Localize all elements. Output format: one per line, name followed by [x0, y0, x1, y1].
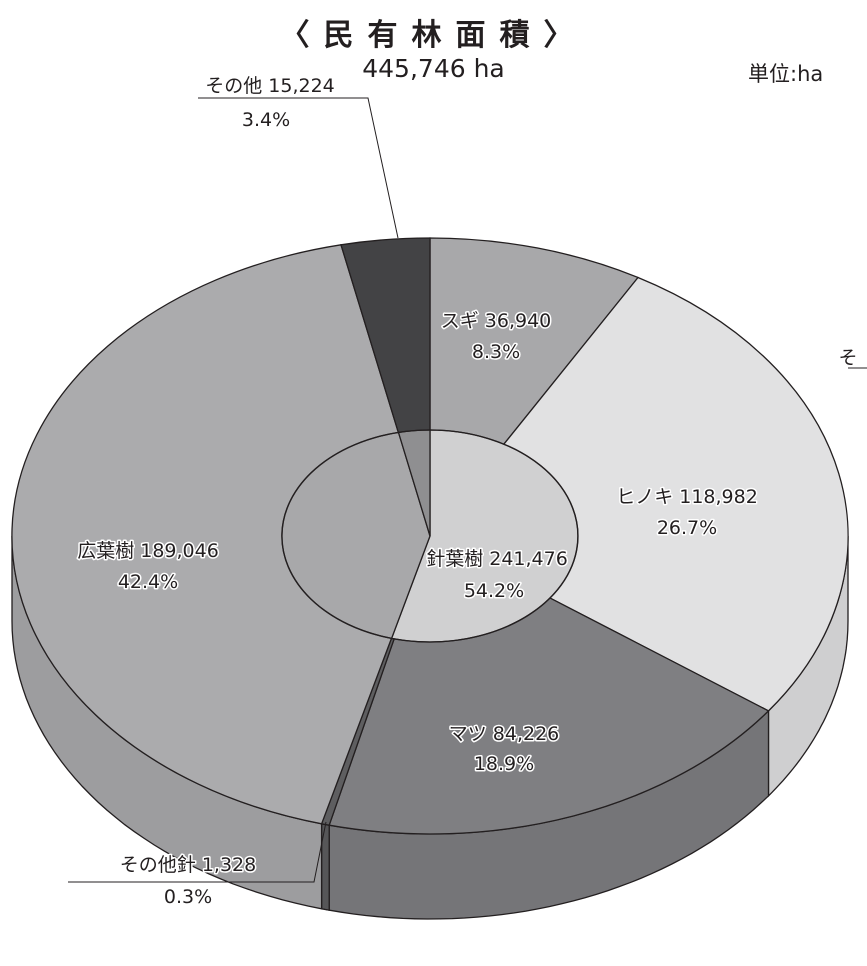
data-label-inner-value: 針葉樹 241,476 — [426, 548, 568, 570]
data-label-1-percent: 8.3% — [472, 341, 520, 363]
chart-title: 〈民有林面積〉 — [279, 18, 588, 53]
data-label-1-value: スギ 36,940 — [441, 310, 552, 332]
inner-ring-outline — [281, 429, 579, 643]
data-label-inner-percent: 54.2% — [464, 580, 524, 602]
data-label-3-value: マツ 84,226 — [449, 723, 560, 745]
data-label-4-percent: 0.3% — [164, 886, 212, 908]
data-label-5-percent: 42.4% — [118, 571, 178, 593]
pie-slice-5 — [11, 244, 431, 825]
data-label-6-value: その他 15,224 — [205, 75, 335, 97]
pie-slice-2 — [428, 276, 849, 712]
data-label-2-percent: 26.7% — [657, 517, 717, 539]
data-label-6-percent: 3.4% — [242, 109, 290, 131]
leader-line-sonota — [198, 97, 399, 239]
clipped-label-fragment: そ — [838, 347, 857, 369]
leader-line-sonota-shin — [68, 821, 327, 883]
data-label-3-percent: 18.9% — [474, 753, 534, 775]
data-label-5-value: 広葉樹 189,046 — [77, 540, 219, 562]
chart-total: 445,746 ha — [362, 54, 505, 83]
data-label-2-value: ヒノキ 118,982 — [616, 486, 758, 508]
data-label-4-value: その他針 1,328 — [120, 854, 256, 876]
unit-label: 単位:ha — [748, 62, 824, 86]
